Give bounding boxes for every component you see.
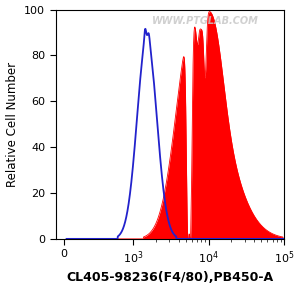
Y-axis label: Relative Cell Number: Relative Cell Number (6, 62, 19, 187)
X-axis label: CL405-98236(F4/80),PB450-A: CL405-98236(F4/80),PB450-A (66, 271, 273, 284)
Text: WWW.PTGLAB.COM: WWW.PTGLAB.COM (152, 17, 258, 26)
